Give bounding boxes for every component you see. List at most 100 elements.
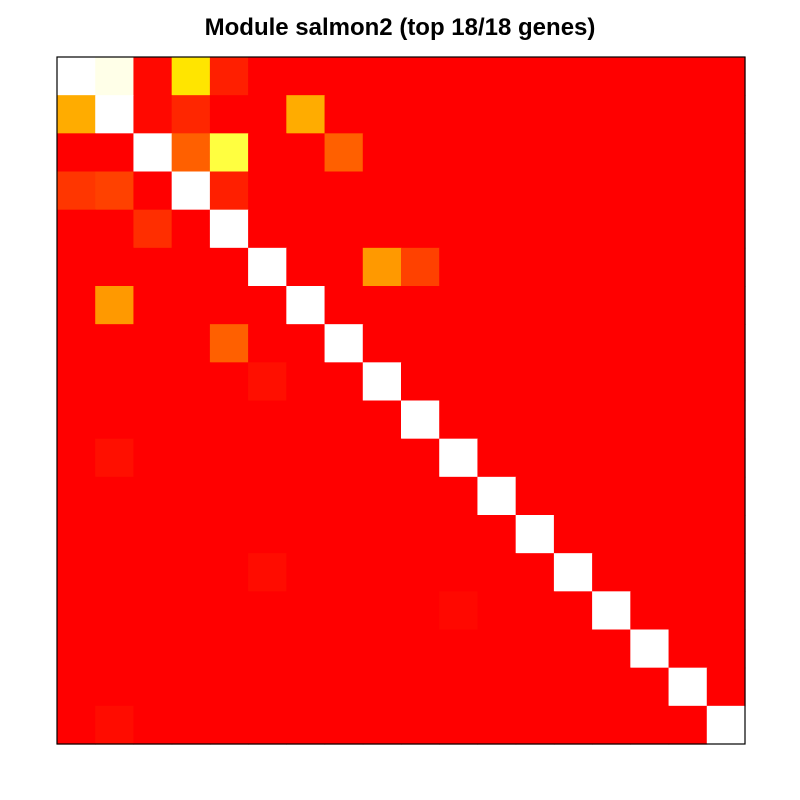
- heatmap-cell-r16-c4: [171, 629, 211, 669]
- heatmap-cell-r18-c2: [95, 705, 135, 745]
- heatmap-cell-r2-c15: [592, 95, 631, 134]
- heatmap-cell-r11-c2: [95, 438, 135, 478]
- heatmap-cell-r9-c17: [668, 362, 708, 402]
- heatmap-cell-r14-c3: [133, 553, 173, 592]
- heatmap-cell-r2-c18: [706, 95, 746, 134]
- plot-frame: [56, 56, 746, 745]
- heatmap-cell-r12-c14: [553, 476, 593, 516]
- heatmap-cell-r7-c13: [515, 286, 555, 325]
- heatmap-cell-r16-c1: [57, 629, 96, 669]
- heatmap-cell-r18-c4: [171, 705, 211, 745]
- heatmap-cell-r16-c14: [553, 629, 593, 669]
- heatmap-cell-r2-c16: [630, 95, 670, 134]
- heatmap-cell-r15-c7: [286, 591, 326, 631]
- heatmap-cell-r11-c16: [630, 438, 670, 478]
- heatmap-cell-r18-c15: [592, 705, 631, 745]
- heatmap-cell-r9-c3: [133, 362, 173, 402]
- heatmap-cell-r2-c11: [439, 95, 479, 134]
- heatmap-cell-r14-c18: [706, 553, 746, 592]
- heatmap-cell-r11-c11: [439, 438, 479, 478]
- heatmap-cell-r7-c2: [95, 286, 135, 325]
- heatmap-cell-r11-c7: [286, 438, 326, 478]
- heatmap-cell-r7-c1: [57, 286, 96, 325]
- heatmap-cell-r18-c7: [286, 705, 326, 745]
- heatmap-cell-r3-c3: [133, 133, 173, 173]
- heatmap-cell-r6-c12: [477, 247, 517, 287]
- heatmap-cell-r18-c3: [133, 705, 173, 745]
- heatmap-cell-r3-c8: [324, 133, 364, 173]
- heatmap-cell-r16-c2: [95, 629, 135, 669]
- heatmap-cell-r7-c7: [286, 286, 326, 325]
- heatmap-cell-r16-c17: [668, 629, 708, 669]
- heatmap-cell-r5-c18: [706, 209, 746, 249]
- heatmap-cell-r1-c2: [95, 57, 135, 96]
- heatmap-cell-r7-c12: [477, 286, 517, 325]
- heatmap-cell-r11-c8: [324, 438, 364, 478]
- heatmap-cell-r14-c10: [401, 553, 440, 592]
- heatmap-cell-r15-c5: [209, 591, 249, 631]
- heatmap-cell-r3-c6: [248, 133, 287, 173]
- heatmap-cell-r4-c7: [286, 171, 326, 211]
- heatmap-cell-r18-c1: [57, 705, 96, 745]
- heatmap-cell-r1-c9: [362, 57, 402, 96]
- heatmap-cell-r10-c10: [401, 400, 440, 440]
- heatmap-cell-r16-c11: [439, 629, 479, 669]
- heatmap-cell-r10-c12: [477, 400, 517, 440]
- chart-title: Module salmon2 (top 18/18 genes): [204, 14, 596, 41]
- heatmap-cell-r2-c6: [248, 95, 287, 134]
- heatmap-cell-r5-c3: [133, 209, 173, 249]
- heatmap-cell-r13-c5: [209, 515, 249, 554]
- heatmap-cell-r11-c4: [171, 438, 211, 478]
- heatmap-cell-r7-c14: [553, 286, 593, 325]
- heatmap-cell-r11-c6: [248, 438, 287, 478]
- heatmap-cell-r7-c18: [706, 286, 746, 325]
- heatmap-cell-r17-c17: [668, 667, 708, 707]
- heatmap-cell-r17-c18: [706, 667, 746, 707]
- heatmap-cell-r13-c8: [324, 515, 364, 554]
- heatmap-cell-r4-c11: [439, 171, 479, 211]
- heatmap-cell-r3-c4: [171, 133, 211, 173]
- heatmap-cell-r2-c3: [133, 95, 173, 134]
- heatmap-cell-r15-c8: [324, 591, 364, 631]
- heatmap-cell-r1-c11: [439, 57, 479, 96]
- heatmap-cell-r4-c16: [630, 171, 670, 211]
- heatmap-cell-r9-c12: [477, 362, 517, 402]
- heatmap-cell-r8-c14: [553, 324, 593, 363]
- heatmap-cell-r4-c15: [592, 171, 631, 211]
- heatmap-cell-r7-c3: [133, 286, 173, 325]
- heatmap-cell-r15-c11: [439, 591, 479, 631]
- heatmap-cell-r14-c15: [592, 553, 631, 592]
- heatmap-cell-r1-c8: [324, 57, 364, 96]
- heatmap-cell-r6-c11: [439, 247, 479, 287]
- heatmap-cell-r15-c17: [668, 591, 708, 631]
- heatmap-cell-r3-c10: [401, 133, 440, 173]
- heatmap-cell-r18-c10: [401, 705, 440, 745]
- heatmap-cell-r9-c10: [401, 362, 440, 402]
- heatmap-cell-r17-c9: [362, 667, 402, 707]
- heatmap-cell-r4-c2: [95, 171, 135, 211]
- heatmap-cell-r1-c18: [706, 57, 746, 96]
- heatmap-cell-r18-c14: [553, 705, 593, 745]
- heatmap-cell-r16-c7: [286, 629, 326, 669]
- heatmap-cell-r17-c11: [439, 667, 479, 707]
- heatmap-cell-r8-c10: [401, 324, 440, 363]
- heatmap-cell-r13-c1: [57, 515, 96, 554]
- heatmap-cell-r5-c2: [95, 209, 135, 249]
- heatmap-cell-r11-c17: [668, 438, 708, 478]
- heatmap-cell-r2-c2: [95, 95, 135, 134]
- heatmap-cell-r16-c16: [630, 629, 670, 669]
- heatmap-cell-r9-c16: [630, 362, 670, 402]
- heatmap-cell-r10-c17: [668, 400, 708, 440]
- heatmap-cell-r2-c9: [362, 95, 402, 134]
- heatmap-cell-r8-c15: [592, 324, 631, 363]
- heatmap-cell-r18-c13: [515, 705, 555, 745]
- heatmap-cell-r11-c1: [57, 438, 96, 478]
- heatmap-cell-r3-c9: [362, 133, 402, 173]
- heatmap-cell-r10-c7: [286, 400, 326, 440]
- heatmap-cell-r14-c8: [324, 553, 364, 592]
- heatmap-cell-r18-c8: [324, 705, 364, 745]
- heatmap-cell-r10-c16: [630, 400, 670, 440]
- heatmap-cell-r7-c11: [439, 286, 479, 325]
- heatmap-cell-r17-c1: [57, 667, 96, 707]
- heatmap-cell-r13-c16: [630, 515, 670, 554]
